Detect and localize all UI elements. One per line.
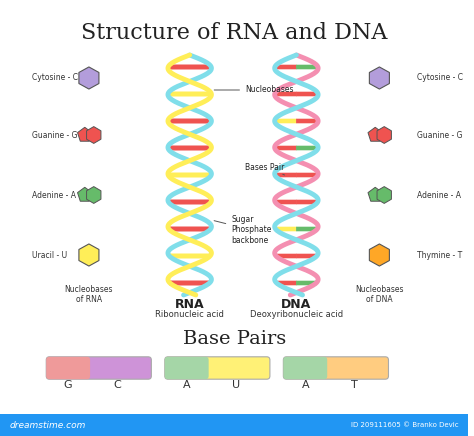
Bar [0, 414, 468, 436]
FancyBboxPatch shape [276, 281, 297, 285]
Text: Deoxyribonucleic acid: Deoxyribonucleic acid [250, 310, 343, 319]
Polygon shape [377, 187, 392, 204]
FancyBboxPatch shape [274, 119, 297, 123]
Polygon shape [369, 244, 390, 266]
Text: Sugar
Phosphate
backbone: Sugar Phosphate backbone [214, 215, 272, 245]
FancyBboxPatch shape [274, 173, 297, 177]
Text: Base Pairs: Base Pairs [182, 330, 286, 348]
Text: RNA: RNA [175, 298, 204, 311]
FancyBboxPatch shape [296, 146, 319, 150]
FancyBboxPatch shape [169, 280, 210, 286]
Text: G: G [64, 380, 73, 390]
Text: Adenine - A: Adenine - A [32, 191, 76, 200]
Text: Uracil - U: Uracil - U [32, 251, 67, 259]
Polygon shape [377, 126, 392, 143]
FancyBboxPatch shape [296, 65, 318, 69]
FancyBboxPatch shape [275, 200, 297, 204]
FancyBboxPatch shape [168, 173, 212, 177]
FancyBboxPatch shape [168, 200, 211, 204]
Text: DNA: DNA [281, 298, 311, 311]
FancyBboxPatch shape [275, 227, 297, 232]
FancyBboxPatch shape [296, 119, 319, 123]
FancyBboxPatch shape [167, 119, 212, 123]
Text: Cytosine - C: Cytosine - C [32, 74, 78, 82]
Text: Nucleobases
of RNA: Nucleobases of RNA [64, 285, 113, 304]
FancyBboxPatch shape [276, 254, 297, 258]
FancyBboxPatch shape [46, 357, 151, 379]
FancyBboxPatch shape [168, 65, 212, 69]
FancyBboxPatch shape [296, 173, 318, 177]
Polygon shape [368, 127, 383, 141]
FancyBboxPatch shape [296, 254, 317, 258]
Text: Structure of RNA and DNA: Structure of RNA and DNA [81, 22, 387, 44]
FancyBboxPatch shape [283, 357, 327, 379]
Text: Nucleobases
of DNA: Nucleobases of DNA [355, 285, 404, 304]
FancyBboxPatch shape [296, 92, 319, 96]
Text: U: U [232, 380, 240, 390]
Text: Thymine - T: Thymine - T [417, 251, 462, 259]
Text: Bases Pair: Bases Pair [245, 163, 284, 175]
Text: T: T [351, 380, 358, 390]
Polygon shape [78, 127, 92, 141]
Text: Guanine - G: Guanine - G [417, 130, 463, 140]
FancyBboxPatch shape [274, 92, 297, 96]
FancyBboxPatch shape [168, 226, 211, 232]
Text: Adenine - A: Adenine - A [417, 191, 461, 200]
Polygon shape [87, 187, 101, 204]
Text: Ribonucleic acid: Ribonucleic acid [155, 310, 224, 319]
Text: dreamstime.com: dreamstime.com [10, 420, 86, 429]
Text: Nucleobases: Nucleobases [214, 85, 293, 95]
Polygon shape [368, 187, 383, 201]
FancyBboxPatch shape [167, 146, 212, 150]
FancyBboxPatch shape [165, 357, 209, 379]
Text: A: A [183, 380, 191, 390]
Polygon shape [79, 244, 99, 266]
Polygon shape [78, 187, 92, 201]
Text: ID 209111605 © Branko Devic: ID 209111605 © Branko Devic [351, 422, 458, 428]
Text: A: A [301, 380, 309, 390]
FancyBboxPatch shape [46, 357, 90, 379]
Polygon shape [369, 67, 390, 89]
FancyBboxPatch shape [274, 146, 297, 150]
Polygon shape [87, 126, 101, 143]
Text: C: C [114, 380, 121, 390]
FancyBboxPatch shape [167, 92, 212, 96]
Text: Guanine - G: Guanine - G [32, 130, 77, 140]
FancyBboxPatch shape [165, 357, 270, 379]
FancyBboxPatch shape [169, 253, 210, 259]
FancyBboxPatch shape [296, 200, 318, 204]
Polygon shape [79, 67, 99, 89]
FancyBboxPatch shape [274, 65, 297, 69]
FancyBboxPatch shape [296, 281, 317, 285]
Text: Cytosine - C: Cytosine - C [417, 74, 463, 82]
FancyBboxPatch shape [296, 227, 318, 232]
FancyBboxPatch shape [283, 357, 389, 379]
